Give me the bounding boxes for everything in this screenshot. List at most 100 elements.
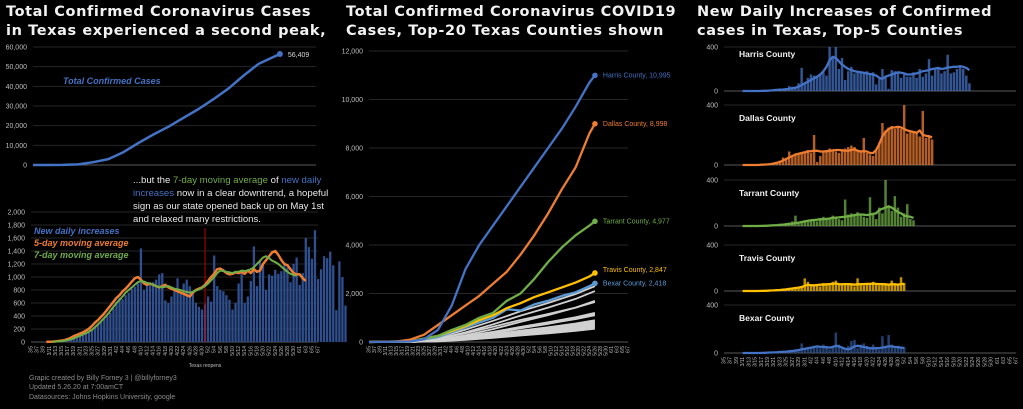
daily-legend-item: 7-day moving average <box>34 250 129 260</box>
tarrant-county-avg-line <box>742 205 914 228</box>
counties-total-x-tick: 3/5 <box>367 346 373 353</box>
travis-county-bar <box>819 286 822 291</box>
travis-county-avg-line <box>742 282 905 293</box>
counties-total-x-tick: 4/14 <box>477 346 483 356</box>
counties-total-x-tick: 3/27 <box>427 346 433 356</box>
daily-increases-x-tick: 5/24 <box>273 346 279 356</box>
bexar-county-panel-x-tick: 4/18 <box>858 357 864 367</box>
travis-county-bar <box>837 284 841 291</box>
dallas-county-bar <box>868 154 872 165</box>
middle-chart-title: Total Confirmed Coronavirus COVID19 Case… <box>346 4 677 39</box>
dallas-county-endpoint <box>592 120 598 127</box>
harris-county-bar <box>856 71 859 91</box>
bexar-county-panel-x-tick: 4/4 <box>815 357 821 364</box>
counties-total-x-tick: 3/13 <box>389 346 395 356</box>
daily-increase-bar <box>197 306 201 342</box>
bexar-county-panel-x-tick: 5/24 <box>970 357 976 367</box>
dallas-county-bar <box>815 162 819 165</box>
travis-county-bar <box>834 280 838 291</box>
harris-county-bar <box>831 55 834 91</box>
daily-increases-x-tick: 3/11 <box>47 346 53 356</box>
dallas-county-bar <box>893 129 897 165</box>
bexar-county-bar <box>822 344 825 353</box>
daily-increases-x-tick: 6/7 <box>316 346 322 353</box>
counties-total-x-tick: 3/11 <box>383 346 389 356</box>
bexar-county-panel-x-tick: 5/20 <box>958 357 964 367</box>
daily-increase-bar <box>326 258 329 342</box>
harris-county-bar <box>800 67 803 91</box>
daily-increase-bar <box>301 273 304 342</box>
daily-increases-x-tick: 5/26 <box>279 346 285 356</box>
bexar-county-bar <box>831 345 834 353</box>
daily-increase-bar <box>258 261 262 342</box>
left-chart-title: Total Confirmed Coronavirus Cases in Tex… <box>6 4 327 39</box>
daily-increases-y-tick: 2,000 <box>7 210 25 217</box>
harris-county-bar <box>874 84 878 91</box>
counties-total-x-tick: 4/10 <box>466 346 472 356</box>
bexar-county-bar <box>840 348 844 353</box>
bexar-county-bar <box>887 335 890 353</box>
counties-total-x-tick: 5/22 <box>581 346 587 356</box>
harris-county-bar <box>912 72 915 91</box>
tarrant-county-bar <box>797 222 800 226</box>
travis-county-bar <box>890 280 893 291</box>
dallas-county-bar <box>918 136 921 165</box>
daily-increase-bar <box>170 296 173 342</box>
harris-county-bar <box>909 76 912 91</box>
bexar-county-panel-x-tick: 4/14 <box>846 357 852 367</box>
bexar-county-bar <box>828 349 831 353</box>
daily-increase-bar <box>268 274 271 342</box>
daily-increase-bar <box>103 318 106 342</box>
harris-county-bar <box>822 72 825 91</box>
harris-county-bar <box>784 89 788 91</box>
harris-county-bar <box>843 80 847 91</box>
daily-increases-y-tick: 1,600 <box>7 236 25 243</box>
bexar-county-bar <box>884 345 887 353</box>
harris-county-bar <box>815 76 819 91</box>
tarrant-county-bar <box>884 180 887 226</box>
travis-county-bar <box>902 282 906 291</box>
tarrant-county-bar <box>828 217 831 226</box>
bexar-county-bar <box>902 347 906 353</box>
bexar-county-endpoint <box>592 280 598 287</box>
bexar-county-bar <box>862 343 866 353</box>
harris-county-bar <box>834 47 838 91</box>
travis-county-bar <box>840 285 844 291</box>
travis-county-bar <box>847 284 850 291</box>
harris-county-bar <box>924 73 928 91</box>
daily-increase-bar <box>274 269 277 342</box>
counties-total-x-tick: 4/28 <box>515 346 521 356</box>
counties-total-x-tick: 4/2 <box>444 346 450 353</box>
counties-total-y-tick: 2,000 <box>345 291 363 298</box>
harris-county-bar <box>865 71 869 91</box>
bexar-county-panel-x-tick: 4/30 <box>895 357 901 367</box>
daily-increases-x-tick: 4/8 <box>132 346 138 353</box>
bexar-county-panel-x-tick: 5/4 <box>908 357 914 364</box>
daily-increases-x-tick: 3/7 <box>35 346 41 353</box>
counties-total-x-tick: 3/9 <box>378 346 384 353</box>
tarrant-county-bar <box>912 220 915 226</box>
tarrant-county-bar <box>850 213 853 226</box>
counties-total-x-tick: 4/20 <box>493 346 499 356</box>
dallas-county-bar <box>896 127 900 165</box>
counties-total-x-tick: 3/15 <box>394 346 400 356</box>
daily-increases-y-tick: 1,200 <box>7 262 25 269</box>
bexar-county-panel-x-tick: 5/2 <box>902 357 908 364</box>
harris-county-bar <box>965 75 968 91</box>
daily-increases-x-tick: 3/13 <box>53 346 59 356</box>
tarrant-county-bar <box>853 215 856 226</box>
daily-legend-item: New daily increases <box>34 226 120 236</box>
tarrant-county-bar <box>831 215 834 226</box>
daily-increase-bar <box>213 255 216 342</box>
dallas-county-bar <box>865 153 869 165</box>
daily-increase-bar <box>316 278 320 342</box>
bexar-county-bar <box>874 348 878 353</box>
dallas-county-bar <box>837 153 841 165</box>
tarrant-county-bar <box>840 220 844 226</box>
daily-legend-item: 5-day moving average <box>34 238 129 248</box>
harris-county-label: Harris County <box>739 49 795 59</box>
harris-county-bar <box>887 88 890 91</box>
daily-increases-y-tick: 200 <box>13 327 25 334</box>
daily-increase-bar <box>286 267 289 342</box>
harris-county-bar <box>859 72 862 91</box>
